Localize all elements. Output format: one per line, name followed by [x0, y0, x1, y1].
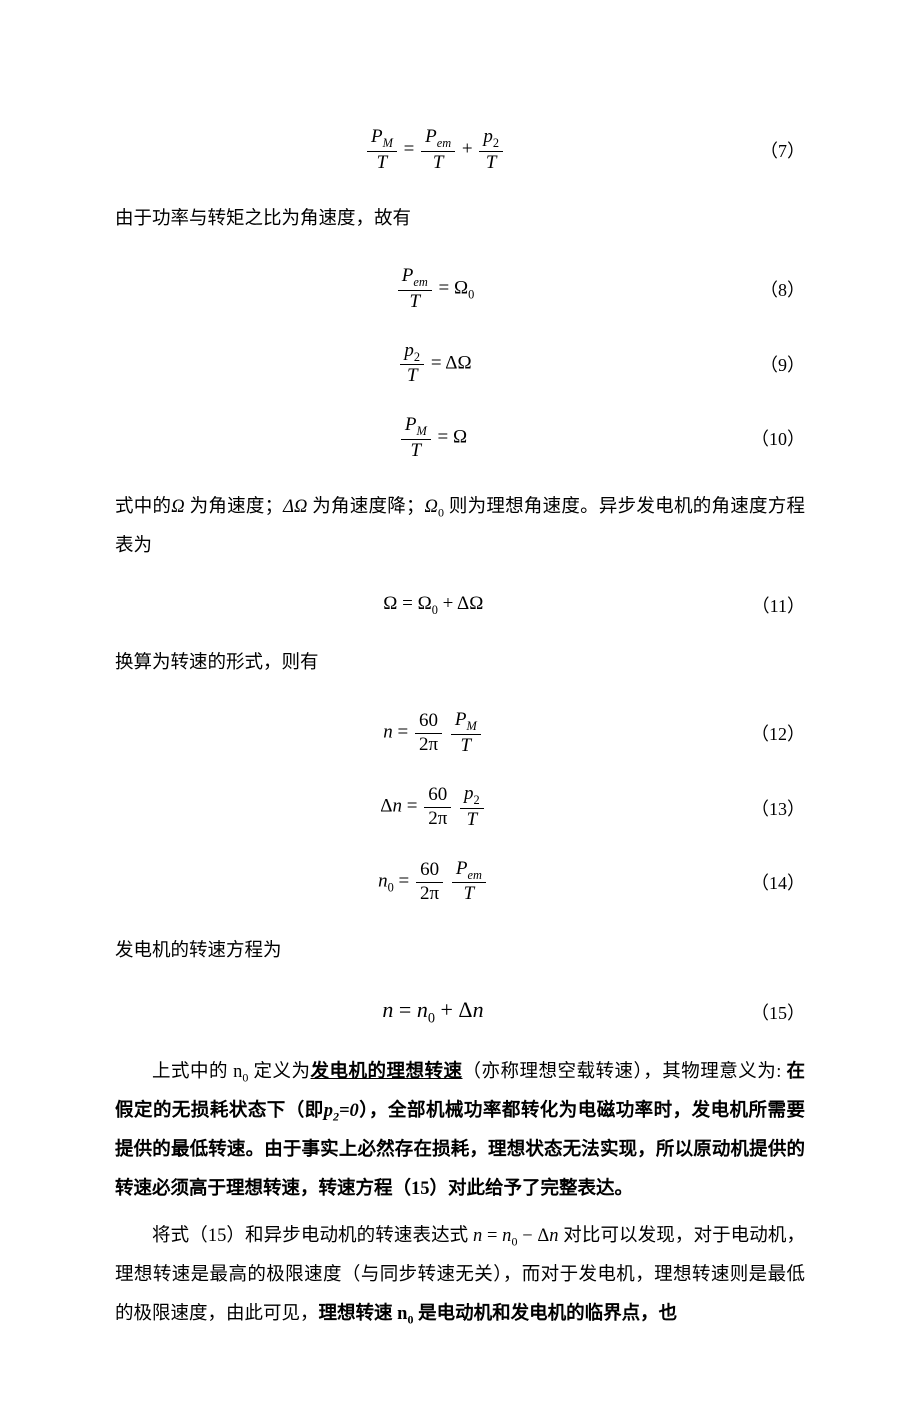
equation-10: PMT = Ω （10）: [115, 414, 805, 462]
equation-8-number: （8）: [755, 276, 805, 302]
para-5-a: 上式中的 n: [152, 1062, 242, 1082]
equation-9-body: p2T = ΔΩ: [115, 340, 755, 388]
ideal-speed-term: 发电机的理想转速: [311, 1062, 463, 1082]
equation-10-number: （10）: [751, 425, 805, 451]
para-3: 换算为转速的形式，则有: [115, 644, 805, 683]
equation-12-body: n = 602π PMT: [115, 709, 751, 757]
para-5-b: 定义为: [248, 1062, 310, 1082]
para-4: 发电机的转速方程为: [115, 932, 805, 971]
para-5: 上式中的 n0 定义为发电机的理想转速（亦称理想空载转速），其物理意义为: 在假…: [115, 1053, 805, 1208]
equation-9: p2T = ΔΩ （9）: [115, 340, 805, 388]
equation-8: PemT = Ω0 （8）: [115, 265, 805, 313]
equation-7-body: PMT = PemT + p2T: [115, 126, 755, 174]
equation-13: Δn = 602π p2T （13）: [115, 783, 805, 831]
equation-13-body: Δn = 602π p2T: [115, 783, 751, 831]
equation-8-body: PemT = Ω0: [115, 265, 755, 313]
para-2-c: 为角速度降；: [312, 497, 424, 517]
equation-15: n = n0 + Δn （15）: [115, 997, 805, 1027]
page-content: PMT = PemT + p2T （7） 由于功率与转矩之比为角速度，故有 Pe…: [0, 0, 920, 1401]
para-2-b: 为角速度；: [190, 497, 284, 517]
equation-9-number: （9）: [755, 351, 805, 377]
equation-11-number: （11）: [752, 592, 805, 618]
para-6-a: 将式（15）和异步电动机的转速表达式: [152, 1226, 468, 1246]
para-2: 式中的Ω 为角速度；ΔΩ 为角速度降；Ω0 则为理想角速度。异步发电机的角速度方…: [115, 488, 805, 566]
para-2-a: 式中的: [115, 497, 171, 517]
para-5-h: =0: [339, 1101, 359, 1121]
equation-14-number: （14）: [751, 869, 805, 895]
para-1: 由于功率与转矩之比为角速度，故有: [115, 200, 805, 239]
para-5-d: （亦称理想空载转速），其物理意义为:: [463, 1062, 782, 1082]
equation-11: Ω = Ω0 + ΔΩ （11）: [115, 592, 805, 618]
equation-12: n = 602π PMT （12）: [115, 709, 805, 757]
para-5-f: p: [324, 1101, 333, 1121]
equation-14-body: n0 = 602π PemT: [115, 858, 751, 906]
para-6-d: 是电动机和发电机的临界点，也: [413, 1304, 677, 1324]
equation-11-body: Ω = Ω0 + ΔΩ: [115, 593, 752, 618]
para-6-c: 理想转速 n: [319, 1304, 408, 1324]
equation-15-body: n = n0 + Δn: [115, 997, 751, 1027]
equation-7-number: （7）: [755, 137, 805, 163]
equation-7: PMT = PemT + p2T （7）: [115, 126, 805, 174]
equation-10-body: PMT = Ω: [115, 414, 751, 462]
equation-13-number: （13）: [751, 795, 805, 821]
para-6: 将式（15）和异步电动机的转速表达式 n = n0 − Δn 对比可以发现，对于…: [115, 1217, 805, 1334]
equation-14: n0 = 602π PemT （14）: [115, 858, 805, 906]
equation-15-number: （15）: [751, 999, 805, 1025]
equation-12-number: （12）: [751, 720, 805, 746]
